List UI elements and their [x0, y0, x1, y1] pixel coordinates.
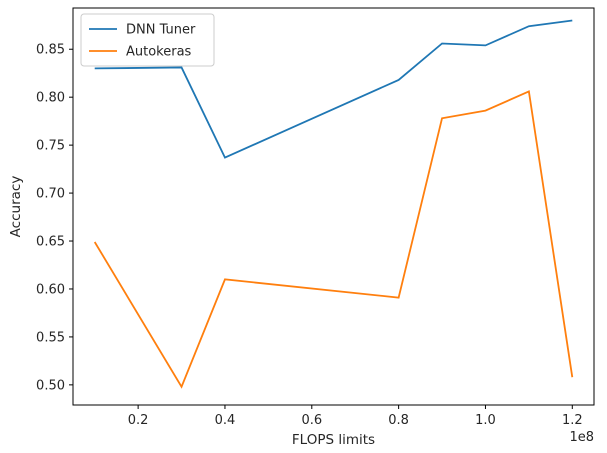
x-tick-label: 1.2 — [562, 413, 583, 428]
series-line-autokeras — [93, 90, 574, 389]
y-tick-label: 0.70 — [36, 187, 65, 202]
y-tick-label: 0.85 — [36, 43, 65, 58]
x-tick-label: 0.8 — [388, 413, 409, 428]
plot-area — [72, 7, 595, 406]
legend: DNN Tuner Autokeras — [80, 13, 215, 67]
legend-box — [80, 13, 215, 67]
x-axis-label: FLOPS limits — [292, 432, 375, 448]
y-tick-label: 0.60 — [36, 282, 65, 297]
y-axis: 0.50 0.55 0.60 0.65 0.70 0.75 0.80 0.85 — [36, 43, 73, 393]
y-tick-label: 0.65 — [36, 235, 65, 250]
y-tick-label: 0.75 — [36, 139, 65, 154]
legend-label-autokeras: Autokeras — [126, 45, 192, 60]
x-tick-label: 0.2 — [128, 413, 149, 428]
legend-label-dnn-tuner: DNN Tuner — [126, 23, 196, 38]
y-axis-label: Accuracy — [8, 176, 24, 238]
x-axis-offset-label: 1e8 — [569, 430, 594, 445]
series-line-dnn-tuner — [94, 19, 573, 159]
y-tick-label: 0.80 — [36, 91, 65, 106]
x-tick-label: 0.4 — [215, 413, 236, 428]
x-tick-label: 0.6 — [301, 413, 322, 428]
series-layer — [93, 19, 574, 389]
y-tick-label: 0.55 — [36, 330, 65, 345]
axes-frame — [72, 7, 595, 406]
x-tick-label: 1.0 — [475, 413, 496, 428]
x-axis: 0.2 0.4 0.6 0.8 1.0 1.2 — [128, 405, 583, 428]
y-tick-label: 0.50 — [36, 378, 65, 393]
